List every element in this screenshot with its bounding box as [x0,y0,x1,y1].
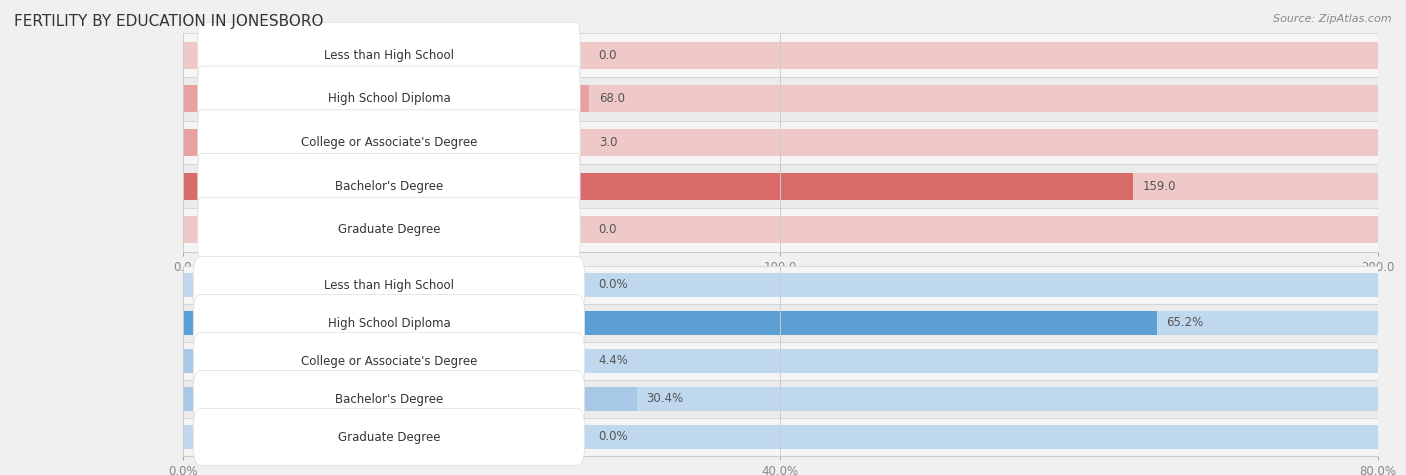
Bar [183,77,1378,121]
Text: Bachelor's Degree: Bachelor's Degree [335,392,443,406]
FancyBboxPatch shape [193,408,585,466]
Bar [183,172,1378,200]
Text: Less than High School: Less than High School [323,278,454,292]
Bar [183,311,1157,335]
Bar [183,387,1378,411]
Bar [183,129,1378,156]
Bar [183,85,1378,113]
Text: 0.0: 0.0 [599,48,617,62]
Bar [183,387,637,411]
Bar [183,129,201,156]
Text: 0.0%: 0.0% [599,430,628,444]
FancyBboxPatch shape [198,66,581,132]
Bar [183,33,1378,77]
Bar [183,349,249,373]
FancyBboxPatch shape [193,370,585,428]
Bar [183,85,589,113]
Text: College or Associate's Degree: College or Associate's Degree [301,354,477,368]
Bar [183,121,1378,164]
FancyBboxPatch shape [198,110,581,175]
FancyBboxPatch shape [193,294,585,352]
Bar [183,342,1378,380]
FancyBboxPatch shape [193,256,585,314]
Text: High School Diploma: High School Diploma [328,92,450,105]
Bar [183,41,1378,69]
Bar [183,418,1378,456]
Bar [183,349,1378,373]
Bar [183,273,1378,297]
Bar [183,311,1378,335]
Text: FERTILITY BY EDUCATION IN JONESBORO: FERTILITY BY EDUCATION IN JONESBORO [14,14,323,29]
Text: 30.4%: 30.4% [647,392,683,406]
Text: 0.0: 0.0 [599,223,617,237]
Text: 3.0: 3.0 [599,136,617,149]
Bar [183,304,1378,342]
FancyBboxPatch shape [198,22,581,88]
Text: Graduate Degree: Graduate Degree [337,430,440,444]
Bar [183,164,1378,208]
Text: Bachelor's Degree: Bachelor's Degree [335,180,443,193]
FancyBboxPatch shape [198,153,581,219]
Bar [183,266,1378,304]
Text: 68.0: 68.0 [599,92,624,105]
Text: College or Associate's Degree: College or Associate's Degree [301,136,477,149]
Bar [183,380,1378,418]
FancyBboxPatch shape [198,197,581,263]
Text: 4.4%: 4.4% [599,354,628,368]
Bar [183,425,1378,449]
FancyBboxPatch shape [193,332,585,390]
Bar [183,172,1133,200]
Bar [183,208,1378,252]
Text: Source: ZipAtlas.com: Source: ZipAtlas.com [1274,14,1392,24]
Text: High School Diploma: High School Diploma [328,316,450,330]
Text: 65.2%: 65.2% [1167,316,1204,330]
Bar [183,216,1378,244]
Text: 0.0%: 0.0% [599,278,628,292]
Text: Graduate Degree: Graduate Degree [337,223,440,237]
Text: 159.0: 159.0 [1143,180,1175,193]
Text: Less than High School: Less than High School [323,48,454,62]
